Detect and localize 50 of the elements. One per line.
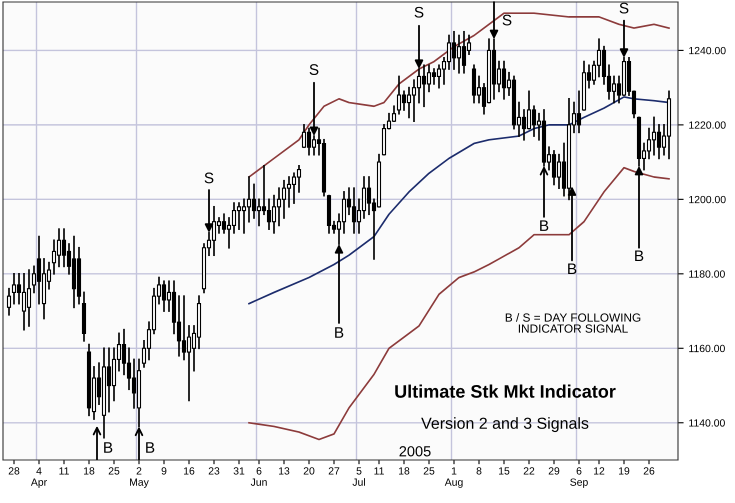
annotation: B bbox=[146, 442, 154, 453]
x-tick-label: 8 bbox=[476, 467, 482, 475]
annotation: S bbox=[502, 14, 512, 26]
annotation: B / S = DAY FOLLOWING INDICATOR SIGNAL bbox=[506, 313, 640, 333]
x-tick-label: 16 bbox=[184, 467, 194, 475]
annotation: B bbox=[540, 220, 548, 231]
annotation: S bbox=[414, 6, 424, 18]
x-tick-label: 18 bbox=[84, 467, 94, 475]
x-tick-label: 25 bbox=[108, 467, 120, 475]
x-tick-label: 15 bbox=[499, 467, 510, 475]
x-tick-label: 5 Jul bbox=[352, 467, 365, 486]
x-tick-label: 1 Aug bbox=[444, 467, 463, 488]
line-series bbox=[248, 166, 670, 440]
y-tick-label: 1140.00 bbox=[689, 419, 725, 427]
y-tick-label: 1200.00 bbox=[689, 196, 726, 204]
x-tick-label: 2 May bbox=[130, 467, 149, 488]
x-tick-label: 19 bbox=[619, 467, 630, 475]
x-tick-label: 6 Jun bbox=[250, 467, 267, 486]
annotation: Version 2 and 3 Signals bbox=[421, 417, 588, 432]
annotation: B bbox=[104, 442, 112, 453]
x-tick-label: 12 bbox=[594, 467, 604, 474]
x-tick-label: 20 bbox=[304, 467, 314, 475]
y-tick-label: 1220.00 bbox=[689, 121, 726, 129]
x-tick-label: 23 bbox=[208, 467, 220, 475]
x-tick-label: 11 bbox=[374, 467, 384, 474]
x-tick-label: 18 bbox=[399, 467, 410, 475]
y-tick-label: 1160.00 bbox=[689, 344, 725, 352]
annotation: B bbox=[635, 250, 644, 262]
x-tick-label: 26 bbox=[644, 467, 654, 475]
x-tick-label: 27 bbox=[328, 467, 340, 474]
annotation: B bbox=[335, 327, 344, 338]
annotation: S bbox=[204, 172, 214, 184]
x-tick-label: 13 bbox=[279, 467, 290, 475]
x-tick-label: 28 bbox=[8, 467, 20, 475]
annotation: 2005 bbox=[400, 446, 431, 456]
x-tick-label: 6 Sep bbox=[570, 467, 588, 488]
x-tick-label: 31 bbox=[234, 467, 244, 475]
annotation: B bbox=[568, 264, 576, 274]
annotation: S bbox=[620, 2, 628, 14]
x-tick-label: 4 Apr bbox=[30, 467, 47, 488]
x-tick-label: 9 bbox=[162, 467, 166, 475]
candlestick bbox=[6, 288, 12, 316]
annotation: S bbox=[310, 64, 318, 75]
y-tick-label: 1180.00 bbox=[689, 270, 725, 278]
y-tick-label: 1240.00 bbox=[689, 46, 726, 54]
x-tick-label: 29 bbox=[548, 467, 560, 475]
x-tick-label: 25 bbox=[424, 467, 434, 475]
x-tick-label: 11 bbox=[59, 467, 69, 474]
annotation: Ultimate Stk Mkt Indicator bbox=[395, 384, 616, 398]
x-tick-label: 22 bbox=[524, 467, 534, 474]
